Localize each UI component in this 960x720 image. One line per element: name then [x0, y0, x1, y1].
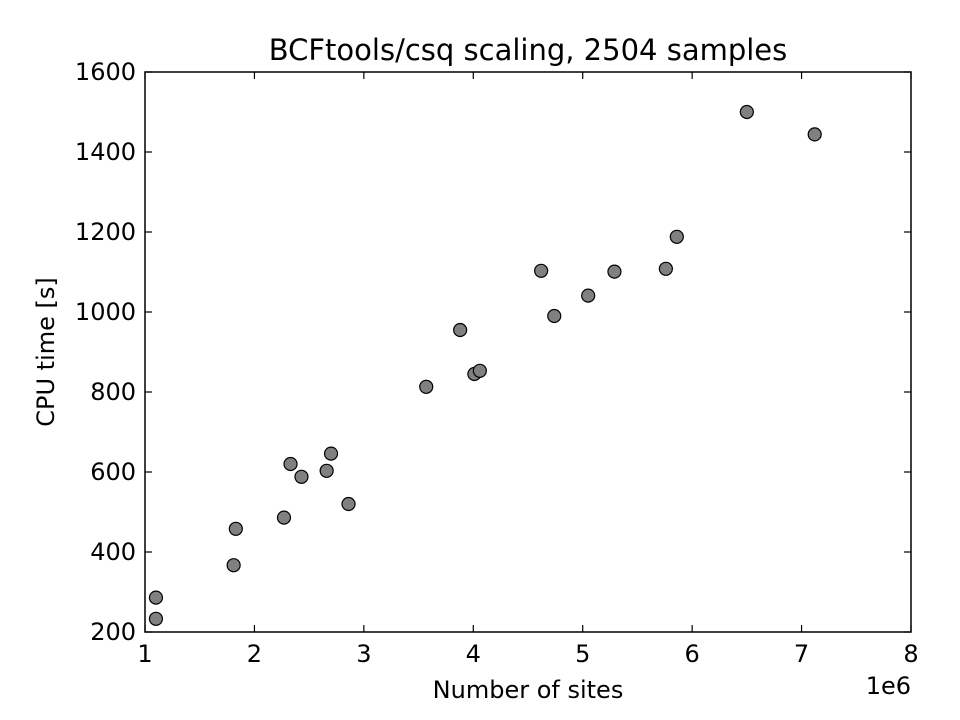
y-tick-label: 1000 — [75, 298, 136, 326]
data-point — [472, 363, 487, 378]
data-point — [419, 379, 434, 394]
data-point — [534, 263, 549, 278]
data-point — [226, 558, 241, 573]
data-point — [294, 469, 309, 484]
data-point — [283, 456, 298, 472]
data-point — [148, 611, 164, 626]
data-point — [658, 261, 673, 276]
plot-frame — [144, 71, 912, 633]
x-axis-label: Number of sites — [433, 676, 624, 704]
data-point — [341, 496, 356, 512]
y-tick-label: 400 — [90, 538, 136, 566]
y-tick-label: 1400 — [75, 138, 136, 166]
x-tick-label: 2 — [247, 640, 262, 668]
x-tick-label: 4 — [466, 640, 481, 668]
x-tick-label: 8 — [903, 640, 918, 668]
x-tick-label: 7 — [794, 640, 809, 668]
y-tick-label: 1600 — [75, 58, 136, 86]
data-point — [276, 510, 292, 525]
y-tick-label: 800 — [90, 378, 136, 406]
x-tick-label: 1 — [137, 640, 152, 668]
data-point — [228, 521, 243, 536]
data-point — [453, 322, 468, 338]
data-point — [319, 463, 334, 478]
data-point — [148, 590, 164, 605]
data-point — [739, 104, 754, 120]
y-tick-label: 200 — [90, 618, 136, 646]
data-point — [807, 127, 822, 142]
x-tick-label: 5 — [575, 640, 590, 668]
chart-title: BCFtools/csq scaling, 2504 samples — [269, 33, 788, 67]
data-points — [148, 104, 822, 626]
data-point — [607, 264, 622, 279]
x-tick-label: 3 — [356, 640, 371, 668]
y-axis-label: CPU time [s] — [32, 277, 60, 427]
data-point — [669, 229, 684, 244]
y-tick-label: 600 — [90, 458, 136, 486]
data-point — [323, 446, 339, 461]
data-point — [547, 308, 562, 324]
x-axis-offset-label: 1e6 — [866, 672, 911, 700]
y-tick-label: 1200 — [75, 218, 136, 246]
data-point — [581, 288, 596, 303]
axis-ticks: 1 2 3 4 5 6 7 8 200 400 600 800 1000 1200 1400 1600 — [75, 58, 919, 668]
x-tick-label: 6 — [685, 640, 700, 668]
